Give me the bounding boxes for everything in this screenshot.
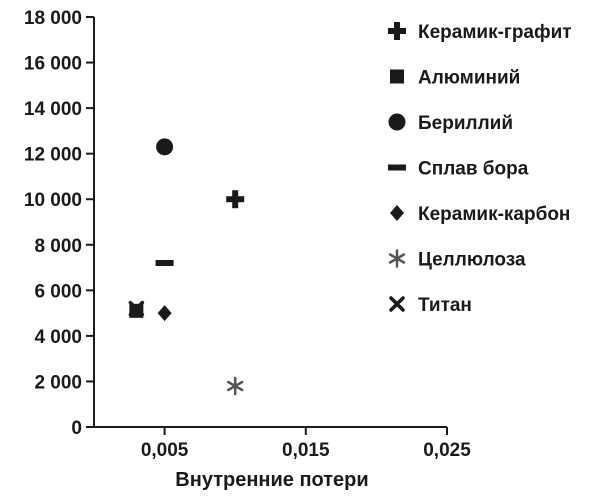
data-point-cross: [128, 300, 145, 317]
square-marker: [390, 69, 404, 84]
y-tick-label: 4 000: [34, 327, 82, 348]
x-tick-label: 0,005: [141, 440, 189, 461]
diamond-marker: [390, 205, 404, 221]
legend-item: Алюминий: [390, 68, 520, 89]
x-tick-label: 0,015: [282, 440, 330, 461]
legend-label: Целлюлоза: [418, 250, 526, 271]
legend-item: Керамик-карбон: [390, 204, 570, 225]
legend-marker-circle: [388, 113, 406, 131]
data-point-dash: [155, 260, 174, 266]
cross-marker-arm: [389, 296, 405, 312]
legend-label: Алюминий: [418, 68, 520, 89]
y-tick-label: 16 000: [24, 54, 82, 75]
data-points: [128, 138, 245, 396]
y-tick-label: 6 000: [34, 281, 82, 302]
y-tick-label: 14 000: [24, 99, 82, 120]
legend-marker-square: [390, 69, 404, 84]
plus-marker-v: [394, 22, 400, 40]
legend-label: Сплав бора: [418, 159, 529, 180]
cross-marker-arm: [128, 300, 145, 317]
data-point-circle: [156, 138, 174, 156]
legend-label: Керамик-графит: [418, 22, 572, 43]
circle-marker: [388, 113, 406, 131]
legend-marker-diamond: [390, 205, 404, 221]
asterisk-marker-arm: [388, 253, 406, 264]
y-tick-label: 10 000: [24, 190, 82, 211]
legend-marker-dash: [388, 164, 406, 171]
legend-item: Титан: [389, 295, 472, 316]
legend-item: Бериллий: [388, 113, 513, 134]
x-tick-label: 0,025: [423, 440, 471, 461]
data-point-asterisk: [227, 376, 244, 396]
legend-item: Сплав бора: [388, 159, 529, 180]
diamond-marker: [157, 305, 172, 322]
y-tick-label: 12 000: [24, 145, 82, 166]
y-tick-label: 2 000: [34, 372, 82, 393]
legend-marker-cross: [389, 296, 405, 312]
legend-label: Керамик-карбон: [418, 204, 570, 225]
legend-marker-asterisk: [388, 249, 406, 268]
legend-marker-plus: [388, 22, 406, 40]
axes: 0 2 000 4 000 6 000 8 000 10 000 12 000 14 000 1…: [24, 8, 471, 461]
legend-label: Титан: [418, 295, 472, 316]
asterisk-marker-arm: [227, 380, 244, 392]
data-point-diamond: [157, 305, 172, 322]
data-point-plus: [226, 190, 245, 209]
y-tick-label: 0: [71, 418, 82, 439]
legend-item: Целлюлоза: [388, 249, 526, 271]
y-tick-label: 8 000: [34, 236, 82, 257]
dash-marker: [388, 164, 406, 171]
circle-marker: [156, 138, 174, 156]
plus-marker-v: [232, 190, 239, 209]
legend-label: Бериллий: [418, 113, 513, 134]
dash-marker: [155, 260, 174, 266]
y-tick-label: 18 000: [24, 8, 82, 29]
legend: Керамик-графит Алюминий Бериллий Сплав бора…: [388, 22, 572, 316]
x-axis-label: Внутренние потери: [175, 469, 368, 491]
legend-item: Керамик-графит: [388, 22, 572, 43]
